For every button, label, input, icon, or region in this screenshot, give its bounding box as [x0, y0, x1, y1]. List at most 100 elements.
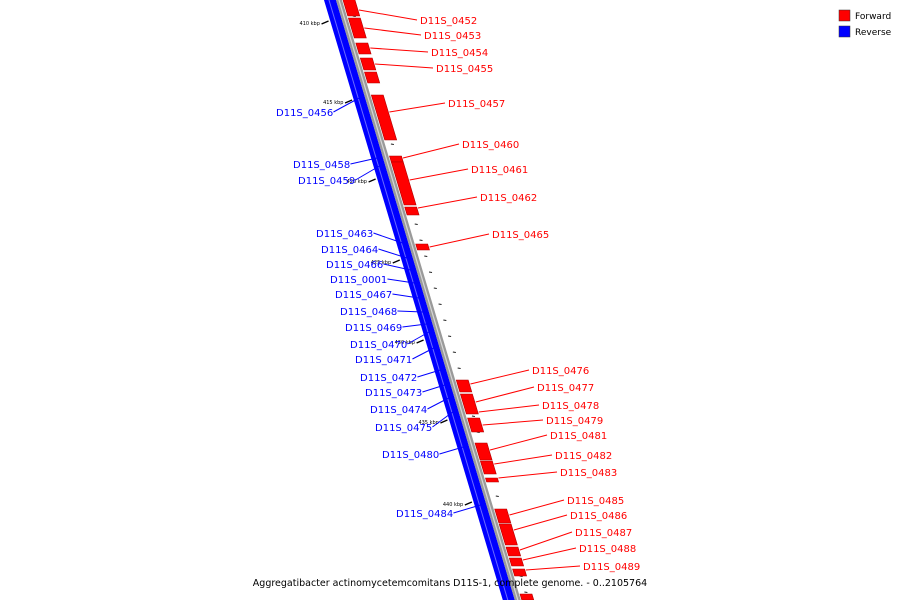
forward-leader-line	[482, 419, 544, 426]
forward-gene-label: D11S_0478	[542, 401, 599, 412]
minor-tick	[495, 495, 499, 497]
forward-gene-label: D11S_0465	[492, 230, 549, 241]
forward-feature	[415, 243, 430, 251]
tick-label: 425 kbp	[371, 260, 391, 266]
forward-gene-label: D11S_0457	[448, 99, 505, 110]
forward-leader-line	[402, 143, 460, 159]
minor-tick	[419, 239, 423, 241]
forward-feature	[370, 94, 398, 141]
forward-gene-label: D11S_0486	[570, 511, 627, 522]
forward-leader-line	[513, 514, 568, 531]
forward-leader-line	[489, 434, 548, 451]
forward-gene-label: D11S_0477	[537, 383, 594, 394]
forward-feature	[467, 417, 485, 433]
forward-feature	[498, 523, 518, 546]
reverse-strand-band	[323, 0, 515, 600]
gene-labels: D11S_0452 D11S_0453 D11S_0454 D11S_0455 D11S…	[276, 16, 640, 573]
forward-leader-line	[417, 196, 478, 209]
reverse-leader-line	[417, 369, 441, 378]
reverse-leader-line	[453, 504, 481, 514]
reverse-leader-line	[355, 165, 380, 181]
major-tick	[368, 178, 376, 183]
reverse-leader-line	[350, 157, 378, 165]
reverse-gene-label: D11S_0458	[293, 160, 350, 171]
forward-gene-label: D11S_0461	[471, 165, 528, 176]
reverse-gene-label: D11S_0456	[276, 108, 333, 119]
forward-feature	[390, 161, 417, 206]
forward-gene-label: D11S_0479	[546, 416, 603, 427]
reverse-gene-label: D11S_0459	[298, 176, 355, 187]
legend-label: Reverse	[855, 28, 892, 38]
forward-leader-line	[522, 547, 577, 561]
minor-tick	[452, 351, 456, 353]
minor-tick	[438, 303, 442, 305]
minor-tick	[471, 415, 476, 417]
forward-feature	[508, 557, 525, 567]
reverse-gene-label: D11S_0464	[321, 245, 378, 256]
forward-feature	[342, 0, 361, 17]
forward-leader-line	[519, 531, 573, 551]
forward-gene-label: D11S_0488	[579, 544, 636, 555]
minor-tick	[457, 367, 461, 369]
forward-feature	[512, 568, 528, 577]
reverse-leader-line	[412, 347, 434, 360]
major-tick	[440, 419, 448, 424]
reverse-gene-label: D11S_0480	[382, 450, 439, 461]
forward-leader-line	[509, 499, 565, 516]
forward-gene-label: D11S_0452	[420, 16, 477, 27]
reverse-leader-line	[383, 263, 411, 271]
forward-leader-line	[478, 404, 540, 413]
minor-tick	[524, 591, 528, 593]
reverse-gene-label: D11S_0472	[360, 373, 417, 384]
reverse-gene-label: D11S_0467	[335, 290, 392, 301]
reverse-leader-line	[432, 411, 454, 428]
tick-label: 435 kbp	[418, 420, 438, 426]
forward-feature	[485, 477, 500, 483]
reverse-gene-label: D11S_0466	[326, 260, 383, 271]
forward-feature	[404, 206, 420, 216]
forward-feature	[359, 57, 377, 71]
backbone-highlight	[338, 0, 519, 600]
forward-gene-label: D11S_0481	[550, 431, 607, 442]
forward-leader-line	[475, 386, 535, 403]
minor-tick	[428, 271, 433, 273]
forward-gene-label: D11S_0462	[480, 193, 537, 204]
forward-leader-line	[409, 168, 469, 181]
forward-feature	[389, 155, 404, 163]
tick-label: 420 kbp	[347, 179, 367, 185]
forward-feature	[455, 379, 473, 393]
minor-tick	[390, 143, 394, 145]
reverse-gene-label: D11S_0468	[340, 307, 397, 318]
forward-gene-label: D11S_0483	[560, 468, 617, 479]
forward-feature	[364, 71, 381, 84]
reverse-gene-label: D11S_0470	[350, 340, 407, 351]
reverse-leader-line	[407, 331, 430, 345]
reverse-leader-line	[422, 384, 445, 393]
legend-label: Forward	[855, 12, 891, 22]
forward-feature	[355, 42, 372, 55]
forward-leader-line	[389, 102, 446, 113]
minor-tick	[424, 255, 428, 257]
forward-feature	[459, 393, 479, 415]
forward-gene-label: D11S_0485	[567, 496, 624, 507]
reverse-strand-band-shape	[323, 0, 515, 600]
tick-label: 430 kbp	[395, 340, 415, 346]
reverse-leader-line	[378, 248, 408, 259]
forward-leader-line	[498, 471, 558, 479]
tick-label: 410 kbp	[300, 21, 320, 27]
reverse-leader-line	[387, 278, 415, 284]
reverse-band-highlight	[328, 0, 509, 600]
forward-feature	[474, 442, 493, 461]
forward-feature	[519, 593, 535, 600]
reverse-leader-line	[439, 446, 464, 455]
forward-leader-line	[429, 233, 490, 248]
reverse-gene-label: D11S_0469	[345, 323, 402, 334]
forward-gene-label: D11S_0482	[555, 451, 612, 462]
legend-swatch	[838, 9, 851, 22]
major-tick	[464, 501, 473, 506]
major-tick	[321, 20, 329, 25]
forward-leader-line	[375, 63, 434, 69]
reverse-gene-label: D11S_0474	[370, 405, 427, 416]
minor-tick	[433, 287, 437, 289]
